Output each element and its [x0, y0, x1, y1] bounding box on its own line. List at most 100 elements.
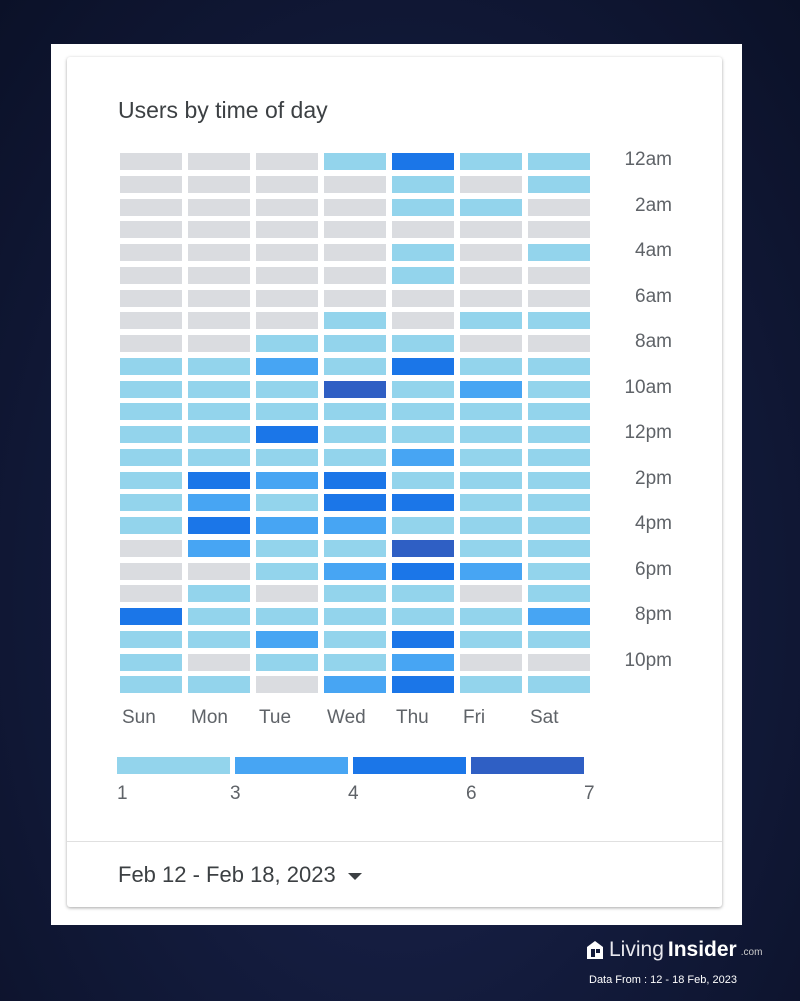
heatmap-cell-mon-6pm[interactable] — [188, 562, 250, 580]
heatmap-cell-sat-10am[interactable] — [528, 380, 590, 398]
heatmap-cell-mon-10am[interactable] — [188, 380, 250, 398]
heatmap-cell-thu-8am[interactable] — [392, 335, 454, 352]
heatmap-cell-mon-9pm[interactable] — [188, 630, 250, 648]
heatmap-cell-wed-10am[interactable] — [324, 380, 386, 398]
heatmap-cell-fri-11am[interactable] — [460, 403, 522, 421]
heatmap-cell-wed-4am[interactable] — [324, 244, 386, 261]
heatmap-cell-sun-5am[interactable] — [120, 266, 182, 284]
heatmap-cell-fri-9am[interactable] — [460, 357, 522, 375]
heatmap-cell-tue-3pm[interactable] — [256, 494, 318, 512]
heatmap-cell-wed-2am[interactable] — [324, 198, 386, 216]
heatmap-cell-tue-8am[interactable] — [256, 335, 318, 352]
heatmap-cell-thu-11pm[interactable] — [392, 676, 454, 694]
heatmap-cell-sat-4pm[interactable] — [528, 517, 590, 534]
heatmap-cell-sun-1am[interactable] — [120, 175, 182, 193]
heatmap-cell-sat-11am[interactable] — [528, 403, 590, 421]
heatmap-cell-thu-8pm[interactable] — [392, 608, 454, 625]
heatmap-cell-sun-7am[interactable] — [120, 312, 182, 330]
heatmap-cell-tue-2pm[interactable] — [256, 471, 318, 489]
heatmap-cell-wed-9pm[interactable] — [324, 630, 386, 648]
heatmap-cell-fri-12am[interactable] — [460, 153, 522, 170]
heatmap-cell-sat-6pm[interactable] — [528, 562, 590, 580]
heatmap-cell-fri-9pm[interactable] — [460, 630, 522, 648]
heatmap-cell-fri-8am[interactable] — [460, 335, 522, 352]
heatmap-cell-fri-3am[interactable] — [460, 221, 522, 239]
heatmap-cell-sat-4am[interactable] — [528, 244, 590, 261]
heatmap-cell-sun-4pm[interactable] — [120, 517, 182, 534]
heatmap-cell-sat-1am[interactable] — [528, 175, 590, 193]
heatmap-cell-wed-8am[interactable] — [324, 335, 386, 352]
heatmap-cell-sun-9pm[interactable] — [120, 630, 182, 648]
heatmap-cell-tue-5pm[interactable] — [256, 539, 318, 557]
heatmap-cell-sat-12am[interactable] — [528, 153, 590, 170]
heatmap-cell-mon-7pm[interactable] — [188, 585, 250, 603]
heatmap-cell-fri-7am[interactable] — [460, 312, 522, 330]
heatmap-cell-wed-7am[interactable] — [324, 312, 386, 330]
heatmap-cell-wed-12pm[interactable] — [324, 426, 386, 443]
heatmap-cell-fri-2pm[interactable] — [460, 471, 522, 489]
heatmap-cell-wed-4pm[interactable] — [324, 517, 386, 534]
heatmap-cell-wed-3pm[interactable] — [324, 494, 386, 512]
heatmap-cell-sun-12pm[interactable] — [120, 426, 182, 443]
heatmap-cell-sun-12am[interactable] — [120, 153, 182, 170]
heatmap-cell-tue-7pm[interactable] — [256, 585, 318, 603]
heatmap-cell-tue-4am[interactable] — [256, 244, 318, 261]
heatmap-cell-sat-2am[interactable] — [528, 198, 590, 216]
heatmap-cell-sun-3pm[interactable] — [120, 494, 182, 512]
heatmap-cell-tue-9pm[interactable] — [256, 630, 318, 648]
heatmap-cell-sun-1pm[interactable] — [120, 448, 182, 466]
heatmap-cell-mon-2am[interactable] — [188, 198, 250, 216]
heatmap-cell-sun-2pm[interactable] — [120, 471, 182, 489]
heatmap-cell-tue-8pm[interactable] — [256, 608, 318, 625]
heatmap-cell-sat-5pm[interactable] — [528, 539, 590, 557]
heatmap-cell-wed-1pm[interactable] — [324, 448, 386, 466]
heatmap-cell-tue-5am[interactable] — [256, 266, 318, 284]
heatmap-cell-thu-2am[interactable] — [392, 198, 454, 216]
heatmap-cell-wed-5pm[interactable] — [324, 539, 386, 557]
heatmap-cell-wed-11am[interactable] — [324, 403, 386, 421]
date-range-dropdown[interactable]: Feb 12 - Feb 18, 2023 — [118, 862, 362, 888]
heatmap-cell-thu-3pm[interactable] — [392, 494, 454, 512]
heatmap-cell-wed-6pm[interactable] — [324, 562, 386, 580]
heatmap-cell-tue-9am[interactable] — [256, 357, 318, 375]
heatmap-cell-tue-12am[interactable] — [256, 153, 318, 170]
heatmap-cell-wed-1am[interactable] — [324, 175, 386, 193]
heatmap-cell-mon-3am[interactable] — [188, 221, 250, 239]
heatmap-cell-mon-12am[interactable] — [188, 153, 250, 170]
heatmap-cell-thu-6pm[interactable] — [392, 562, 454, 580]
heatmap-cell-sat-8pm[interactable] — [528, 608, 590, 625]
heatmap-cell-thu-5pm[interactable] — [392, 539, 454, 557]
heatmap-cell-thu-9am[interactable] — [392, 357, 454, 375]
heatmap-cell-mon-5pm[interactable] — [188, 539, 250, 557]
heatmap-cell-sun-11pm[interactable] — [120, 676, 182, 694]
heatmap-cell-tue-12pm[interactable] — [256, 426, 318, 443]
heatmap-cell-wed-5am[interactable] — [324, 266, 386, 284]
heatmap-cell-mon-4pm[interactable] — [188, 517, 250, 534]
heatmap-cell-tue-6pm[interactable] — [256, 562, 318, 580]
heatmap-cell-fri-12pm[interactable] — [460, 426, 522, 443]
heatmap-cell-tue-4pm[interactable] — [256, 517, 318, 534]
heatmap-cell-fri-11pm[interactable] — [460, 676, 522, 694]
heatmap-cell-sat-8am[interactable] — [528, 335, 590, 352]
heatmap-cell-thu-4am[interactable] — [392, 244, 454, 261]
heatmap-cell-wed-7pm[interactable] — [324, 585, 386, 603]
heatmap-cell-sun-10am[interactable] — [120, 380, 182, 398]
heatmap-cell-tue-1am[interactable] — [256, 175, 318, 193]
heatmap-cell-thu-6am[interactable] — [392, 289, 454, 307]
heatmap-cell-wed-9am[interactable] — [324, 357, 386, 375]
heatmap-cell-sun-2am[interactable] — [120, 198, 182, 216]
heatmap-cell-wed-2pm[interactable] — [324, 471, 386, 489]
heatmap-cell-sat-11pm[interactable] — [528, 676, 590, 694]
heatmap-cell-tue-10am[interactable] — [256, 380, 318, 398]
heatmap-cell-mon-7am[interactable] — [188, 312, 250, 330]
heatmap-cell-mon-1am[interactable] — [188, 175, 250, 193]
heatmap-cell-fri-1am[interactable] — [460, 175, 522, 193]
heatmap-cell-fri-4pm[interactable] — [460, 517, 522, 534]
heatmap-cell-sun-7pm[interactable] — [120, 585, 182, 603]
heatmap-cell-thu-4pm[interactable] — [392, 517, 454, 534]
heatmap-cell-sun-4am[interactable] — [120, 244, 182, 261]
heatmap-cell-sat-7am[interactable] — [528, 312, 590, 330]
heatmap-cell-mon-8am[interactable] — [188, 335, 250, 352]
heatmap-cell-sun-3am[interactable] — [120, 221, 182, 239]
heatmap-cell-thu-3am[interactable] — [392, 221, 454, 239]
